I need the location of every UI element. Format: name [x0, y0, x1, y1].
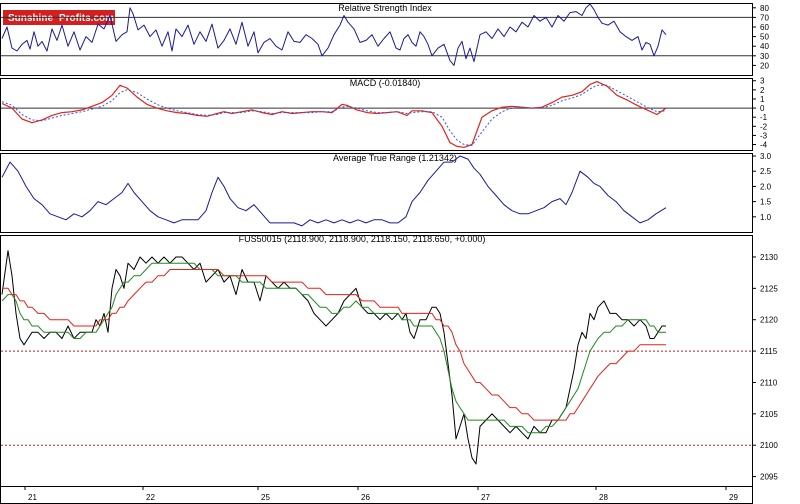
short-moving-average-line	[1, 262, 666, 434]
atr-ytick-label: 2.5	[760, 167, 772, 176]
price-line	[1, 250, 666, 465]
logo-text-right: Profits.com	[59, 13, 114, 24]
macd-panel-frame	[0, 78, 753, 151]
x-tick-label: 26	[361, 493, 370, 502]
atr-ytick-label: 2.0	[760, 182, 772, 191]
atr-line	[1, 155, 667, 227]
x-tick-label: 21	[28, 493, 37, 502]
rsi-ytick-label: 30	[760, 52, 769, 61]
price-ytick-label: 2110	[760, 378, 778, 387]
plot-layer: 203040506070803210-1-2-3-43.02.52.01.51.…	[1, 3, 778, 502]
atr-title: Average True Range (1.21342)	[333, 153, 457, 163]
atr-ytick-label: 1.5	[760, 198, 772, 207]
macd-ytick-label: -1	[760, 113, 768, 122]
macd-ytick-label: -3	[760, 131, 768, 140]
x-tick-label: 28	[599, 493, 608, 502]
logo-text-left: Sunshine	[8, 13, 53, 24]
macd-ytick-label: 3	[760, 77, 765, 86]
x-tick-label: 25	[261, 493, 270, 502]
rsi-line	[1, 3, 667, 66]
price-ytick-label: 2120	[760, 316, 778, 325]
rsi-panel-frame	[0, 3, 753, 76]
macd-ytick-label: -4	[760, 141, 768, 150]
rsi-ytick-label: 80	[760, 4, 769, 13]
macd-signal-line	[1, 84, 667, 146]
atr-ytick-label: 3.0	[760, 152, 772, 161]
macd-ytick-label: 2	[760, 86, 765, 95]
price-ytick-label: 2105	[760, 410, 778, 419]
rsi-ytick-label: 50	[760, 33, 769, 42]
price-ytick-label: 2125	[760, 284, 778, 293]
rsi-ytick-label: 40	[760, 42, 769, 51]
price-ytick-label: 2115	[760, 347, 778, 356]
macd-ytick-label: 1	[760, 95, 765, 104]
macd-ytick-label: -2	[760, 122, 768, 131]
x-tick-label: 29	[729, 493, 738, 502]
macd-title: MACD (-0.01840)	[350, 78, 421, 88]
macd-line	[1, 80, 667, 148]
atr-ytick-label: 1.0	[760, 213, 772, 222]
price-title: FUS50015 (2118.900, 2118.900, 2118.150, …	[239, 234, 486, 244]
rsi-title: Relative Strength Index	[338, 3, 432, 13]
atr-panel-frame	[0, 153, 753, 233]
x-tick-label: 27	[481, 493, 490, 502]
rsi-ytick-label: 70	[760, 13, 769, 22]
macd-ytick-label: 0	[760, 104, 765, 113]
rsi-ytick-label: 20	[760, 61, 769, 70]
long-moving-average-line	[2, 269, 666, 421]
x-axis-strip	[0, 486, 753, 504]
rsi-ytick-label: 60	[760, 23, 769, 32]
price-ytick-label: 2100	[760, 441, 778, 450]
price-ytick-label: 2130	[760, 253, 778, 262]
price-ytick-label: 2095	[760, 473, 778, 482]
price-panel-frame	[0, 235, 753, 487]
x-tick-label: 22	[146, 493, 155, 502]
